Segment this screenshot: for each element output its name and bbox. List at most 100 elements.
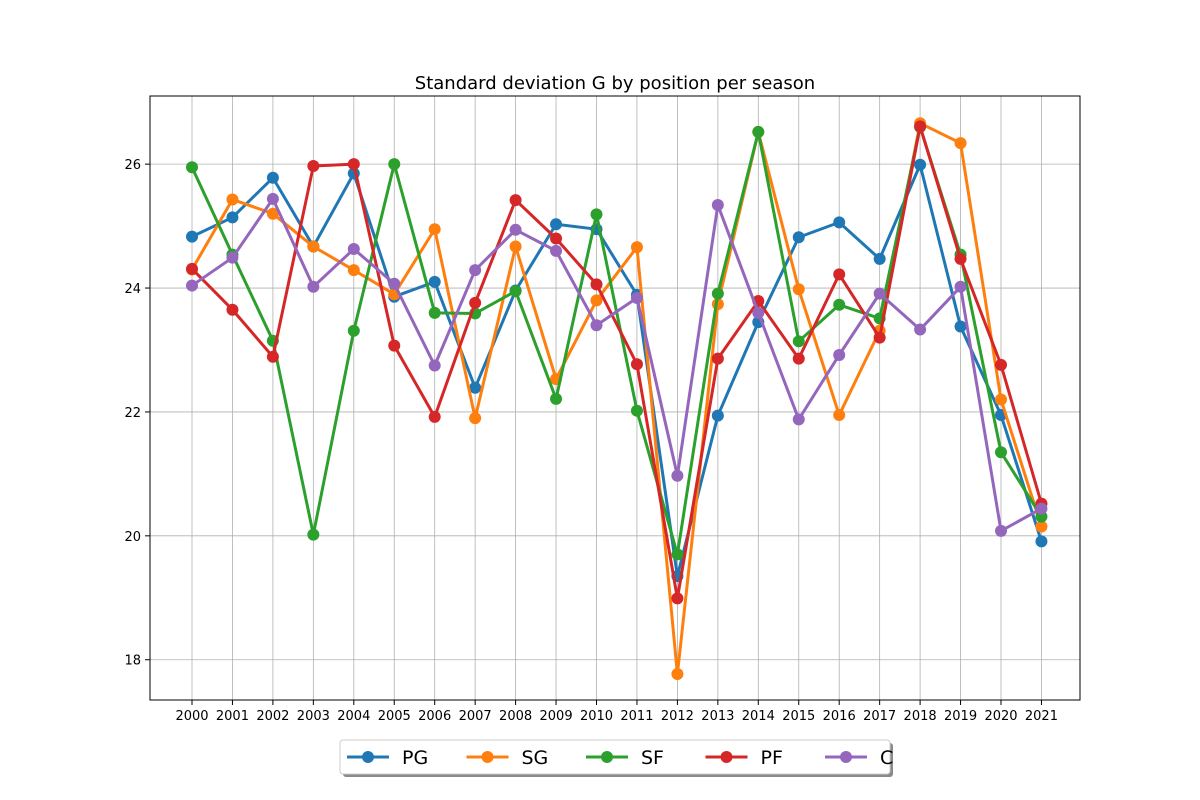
grid <box>150 96 1080 700</box>
x-tick-label: 2001 <box>216 709 249 724</box>
data-point-sg <box>833 409 846 422</box>
x-tick-label: 2002 <box>256 709 289 724</box>
series-line-pf <box>190 124 1043 600</box>
data-point-c <box>550 244 563 257</box>
series-line-c <box>191 197 1043 533</box>
legend-marker <box>481 751 494 763</box>
data-point-c <box>833 348 846 361</box>
data-point-c <box>914 323 927 336</box>
data-point-sg <box>226 193 239 206</box>
data-point-pg <box>954 320 967 333</box>
data-point-c <box>347 243 360 256</box>
y-tick-label: 24 <box>124 282 141 297</box>
data-point-sf <box>995 446 1007 459</box>
y-axis: 18 20 22 24 26 <box>124 158 150 669</box>
data-point-sg <box>671 667 684 680</box>
data-point-sg <box>1035 520 1048 533</box>
x-tick-label: 2004 <box>337 709 370 724</box>
data-point-sg <box>590 294 603 307</box>
data-point-pg <box>469 381 482 394</box>
data-point-sg <box>469 412 482 425</box>
data-point-c <box>630 291 643 304</box>
data-point-sg <box>954 137 967 150</box>
x-tick-label: 2014 <box>742 709 775 724</box>
data-point-pf <box>307 160 320 173</box>
legend-marker <box>720 751 733 763</box>
y-tick-label: 22 <box>124 406 141 421</box>
data-point-sg <box>509 240 522 253</box>
data-point-pf <box>186 262 198 275</box>
data-point-sf <box>428 306 441 319</box>
data-point-pf <box>347 158 360 171</box>
data-point-pg <box>1035 535 1048 548</box>
data-point-c <box>1035 502 1048 515</box>
legend-marker <box>362 751 374 763</box>
plot-frame <box>149 95 1081 701</box>
series-line-sf <box>190 125 1043 556</box>
x-tick-label: 2016 <box>823 709 856 724</box>
data-point-c <box>266 192 279 205</box>
x-tick-label: 2017 <box>863 709 896 724</box>
series-c <box>186 192 1048 537</box>
x-tick-label: 2003 <box>297 709 330 724</box>
data-point-pf <box>630 358 643 371</box>
data-point-pf <box>995 358 1007 371</box>
legend-label: PF <box>761 747 783 769</box>
data-point-sf <box>550 392 563 405</box>
data-point-pg <box>914 158 927 171</box>
legend-label: SF <box>641 747 664 769</box>
data-point-c <box>469 264 482 277</box>
data-point-c <box>873 287 886 300</box>
x-tick-label: 2005 <box>378 709 411 724</box>
data-point-sf <box>833 298 846 311</box>
legend-item-pg: PG <box>347 747 428 769</box>
data-point-pg <box>428 275 441 288</box>
x-tick-label: 2000 <box>175 709 208 724</box>
data-point-pf <box>954 252 967 265</box>
y-tick-label: 20 <box>124 530 141 545</box>
data-point-pf <box>266 350 279 363</box>
data-point-sg <box>630 241 643 254</box>
data-point-pg <box>833 216 846 229</box>
data-point-pg <box>792 231 805 244</box>
data-point-c <box>671 469 684 482</box>
data-point-pf <box>914 120 927 133</box>
data-point-pf <box>833 268 846 281</box>
series-sf <box>186 120 1048 561</box>
data-point-sf <box>186 161 198 174</box>
legend-label: SG <box>522 747 549 769</box>
legend-item-sg: SG <box>466 747 549 769</box>
data-point-pf <box>550 232 563 245</box>
legend-marker <box>601 751 613 763</box>
data-point-c <box>752 306 765 319</box>
legend-marker <box>840 751 852 763</box>
legend-label: C <box>880 747 893 769</box>
data-point-c <box>226 251 239 264</box>
x-tick-label: 2009 <box>540 709 573 724</box>
legend: PG SG SF PF C <box>339 739 893 777</box>
data-point-c <box>388 277 401 290</box>
data-point-sg <box>307 240 320 253</box>
data-point-sg <box>266 207 279 220</box>
data-point-pf <box>671 592 684 605</box>
data-point-c <box>995 524 1007 537</box>
data-point-pf <box>226 303 239 316</box>
data-point-sf <box>388 158 401 171</box>
data-point-pf <box>792 352 805 365</box>
y-tick-label: 18 <box>124 654 141 669</box>
data-point-c <box>509 223 522 236</box>
data-point-sf <box>752 125 765 138</box>
data-point-c <box>186 279 198 292</box>
data-point-pg <box>186 230 198 243</box>
data-point-sf <box>630 404 643 417</box>
series-pf <box>186 120 1048 605</box>
series-sg <box>186 117 1048 680</box>
data-point-pf <box>711 352 724 365</box>
data-point-c <box>711 199 724 212</box>
data-point-pf <box>509 194 522 207</box>
data-point-pf <box>388 339 401 352</box>
data-point-pf <box>590 278 603 291</box>
data-point-c <box>792 413 805 426</box>
data-point-sf <box>590 208 603 221</box>
chart-title: Standard deviation G by position per sea… <box>415 73 815 94</box>
